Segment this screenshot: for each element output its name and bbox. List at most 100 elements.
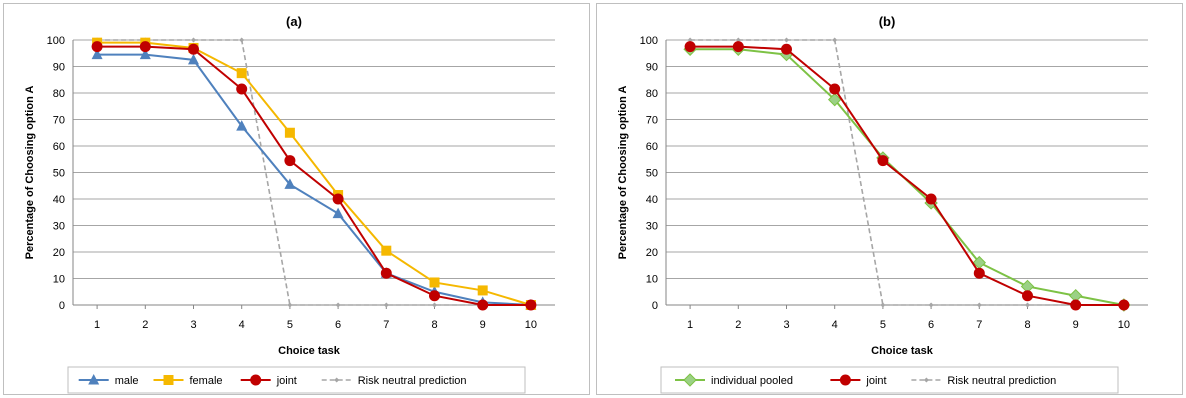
data-point [139, 41, 151, 53]
x-tick-label: 7 [383, 319, 389, 331]
data-point [188, 53, 199, 65]
data-point [784, 37, 789, 43]
x-tick-label: 10 [525, 319, 537, 331]
y-tick-label: 70 [53, 115, 65, 127]
series-line-joint [97, 45, 531, 306]
x-tick-label: 10 [1118, 319, 1130, 331]
legend-label: male [115, 375, 139, 387]
series-line-risk-neutral-prediction [690, 39, 1124, 306]
y-tick-label: 100 [640, 35, 658, 47]
legend-label: joint [276, 375, 297, 387]
legend-label: female [190, 375, 223, 387]
legend-marker [923, 377, 929, 383]
data-point [1022, 290, 1033, 302]
data-point [687, 37, 693, 43]
y-tick-label: 40 [646, 194, 658, 206]
data-point [781, 43, 792, 55]
data-point [383, 302, 389, 308]
data-point [732, 41, 744, 53]
y-tick-label: 30 [646, 221, 658, 233]
data-point [91, 48, 103, 60]
y-tick-label: 40 [53, 194, 65, 206]
legend-marker [334, 377, 340, 383]
y-tick-label: 20 [53, 247, 65, 259]
x-tick-label: 1 [94, 319, 100, 331]
data-point [925, 193, 937, 205]
legend-marker [839, 374, 851, 386]
legend-label: joint [865, 375, 886, 387]
y-tick-label: 60 [646, 141, 658, 153]
data-point [429, 290, 440, 302]
y-tick-label: 60 [53, 141, 65, 153]
data-point [381, 245, 392, 256]
y-tick-label: 80 [53, 88, 65, 100]
data-point [284, 155, 296, 167]
series-line-risk-neutral-prediction [97, 39, 531, 306]
legend-box [660, 366, 1119, 394]
data-point [429, 277, 440, 288]
legend-item-female: female [153, 375, 223, 387]
data-point [1070, 299, 1082, 311]
data-point [91, 41, 103, 53]
x-tick-label: 1 [687, 319, 693, 331]
data-point [976, 302, 982, 308]
chart-panel-a: (a) 0 10 20 30 40 50 60 70 80 90 100 1 2 3 4 5 6 7 8 9 10 Choi… [3, 3, 590, 395]
y-tick-label: 90 [646, 62, 658, 74]
legend-item-male: male [78, 374, 139, 387]
legend-item-risk-neutral-prediction: Risk neutral prediction [321, 375, 467, 387]
y-tick-label: 30 [53, 221, 65, 233]
x-tick-label: 2 [142, 319, 148, 331]
series-line-female [97, 41, 532, 306]
x-tick-label: 2 [735, 319, 741, 331]
y-tick-label: 80 [646, 88, 658, 100]
x-tick-label: 8 [1024, 319, 1030, 331]
legend-box [67, 366, 526, 394]
data-point [477, 285, 488, 296]
data-point [477, 299, 489, 311]
data-point [880, 302, 886, 308]
data-point [829, 83, 841, 95]
legend-marker [250, 374, 262, 386]
data-point [287, 302, 293, 308]
x-tick-label: 5 [287, 319, 293, 331]
legend-marker [163, 375, 174, 385]
chart-title: (a) [286, 14, 302, 29]
data-point [735, 37, 741, 43]
data-point [236, 83, 248, 95]
data-point [1118, 299, 1130, 311]
series-line-male [97, 53, 531, 306]
y-tick-label: 50 [646, 168, 658, 180]
y-tick-label: 0 [59, 300, 65, 312]
chart-title: (b) [879, 14, 896, 29]
data-point [1025, 302, 1030, 308]
data-point [380, 267, 392, 279]
data-point [332, 207, 344, 219]
data-point [284, 127, 295, 138]
legend-label: Risk neutral prediction [947, 375, 1056, 387]
y-tick-label: 20 [646, 247, 658, 259]
y-axis-label: Percentage of Choosing option A [24, 86, 36, 260]
y-tick-label: 10 [53, 274, 65, 286]
series-line-joint [690, 45, 1124, 306]
data-point [432, 302, 437, 308]
x-tick-label: 6 [928, 319, 934, 331]
x-axis-label: Choice task [278, 345, 341, 357]
data-point [973, 267, 985, 279]
data-point [236, 68, 247, 79]
y-tick-label: 0 [652, 300, 658, 312]
data-point [877, 155, 889, 167]
y-tick-label: 100 [47, 35, 65, 47]
data-point [236, 120, 248, 131]
y-tick-label: 10 [646, 274, 658, 286]
data-point [832, 37, 838, 43]
data-point [191, 37, 196, 43]
y-tick-label: 90 [53, 62, 65, 74]
legend-item-individual-pooled: individual pooled [675, 373, 793, 387]
data-point [335, 302, 341, 308]
x-tick-label: 8 [431, 319, 437, 331]
legend-item-joint: joint [240, 374, 297, 387]
legend-marker [683, 373, 697, 387]
x-tick-label: 3 [783, 319, 789, 331]
x-tick-label: 4 [239, 319, 245, 331]
